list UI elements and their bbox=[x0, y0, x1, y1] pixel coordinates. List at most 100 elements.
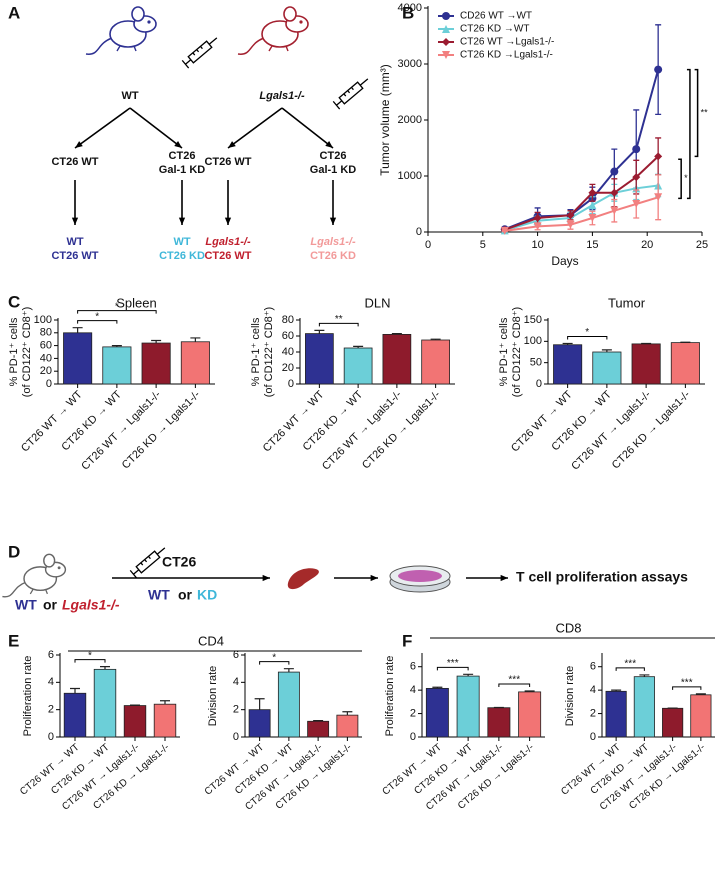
x-tick-label: CT26 KD → Lgals1-/- bbox=[120, 388, 203, 471]
y-tick-label: 50 bbox=[530, 357, 542, 369]
y-tick-label: 20 bbox=[282, 362, 294, 374]
error-bar bbox=[73, 328, 83, 333]
error-bar bbox=[313, 721, 323, 722]
y-tick-label: 4 bbox=[410, 684, 416, 696]
significance-label: *** bbox=[508, 675, 520, 686]
arrow-head bbox=[179, 218, 185, 225]
bar bbox=[632, 344, 660, 384]
y-tick-label: 0 bbox=[590, 731, 596, 743]
significance-label: * bbox=[115, 301, 119, 312]
y-tick-label: 40 bbox=[40, 352, 52, 364]
mouse-eye bbox=[58, 566, 61, 569]
y-tick-label: 2000 bbox=[398, 114, 422, 126]
y-tick-label: 4 bbox=[233, 676, 239, 688]
y-tick-label: 80 bbox=[40, 327, 52, 339]
x-axis-label: Days bbox=[551, 254, 578, 268]
mouse-icon bbox=[238, 7, 308, 54]
y-tick-label: 0 bbox=[416, 226, 422, 238]
x-tick-label: 10 bbox=[531, 239, 543, 251]
x-tick-label: CT26 KD → Lgals1-/- bbox=[610, 388, 693, 471]
arrow bbox=[228, 108, 282, 148]
chart-title: Spleen bbox=[116, 295, 156, 310]
arrow-head bbox=[330, 218, 336, 225]
bar bbox=[181, 342, 209, 384]
tumor-option: KD bbox=[197, 587, 217, 603]
legend-label: CT26 KD →WT bbox=[460, 24, 529, 35]
bar bbox=[426, 688, 448, 737]
mouse-ear bbox=[132, 7, 144, 21]
panel-label: F bbox=[402, 631, 412, 650]
y-tick-label: 3000 bbox=[398, 58, 422, 70]
y-axis-label: (of CD122⁺ CD8⁺) bbox=[21, 307, 33, 397]
arrow-head bbox=[72, 218, 78, 225]
y-axis-label: (of CD122⁺ CD8⁺) bbox=[263, 307, 275, 397]
y-tick-label: 4 bbox=[48, 676, 54, 688]
bar bbox=[344, 348, 372, 384]
bar bbox=[64, 693, 86, 737]
significance-label: *** bbox=[681, 678, 693, 689]
significance-bracket bbox=[695, 70, 698, 157]
arrow bbox=[75, 108, 130, 148]
bar bbox=[593, 352, 621, 384]
bar bbox=[305, 334, 333, 384]
mouse-tail bbox=[2, 582, 25, 597]
bar bbox=[383, 334, 411, 384]
significance-label: * bbox=[272, 652, 276, 663]
y-tick-label: 2 bbox=[48, 704, 54, 716]
syringe-icon bbox=[333, 75, 371, 109]
cell-label: CT26 bbox=[169, 150, 196, 162]
y-axis-label: % PD-1⁺ cells bbox=[8, 317, 20, 386]
error-bar bbox=[190, 338, 200, 342]
error-bar bbox=[70, 688, 80, 693]
bar bbox=[249, 710, 270, 737]
bar bbox=[606, 691, 626, 737]
bar bbox=[63, 333, 91, 384]
group-title: CD4 bbox=[198, 633, 224, 648]
y-tick-label: 0 bbox=[536, 378, 542, 390]
y-tick-label: 2 bbox=[410, 707, 416, 719]
panel-label: A bbox=[8, 3, 20, 22]
dish-cells bbox=[398, 570, 442, 582]
y-tick-label: 60 bbox=[40, 340, 52, 352]
tumor-option: or bbox=[178, 587, 193, 603]
y-tick-label: 20 bbox=[40, 365, 52, 377]
host-label: Lgals1-/- bbox=[259, 90, 305, 102]
legend-label: CT26 WT →Lgals1-/- bbox=[460, 37, 554, 48]
bar bbox=[488, 708, 510, 737]
arrow-head bbox=[263, 575, 270, 581]
significance-label: * bbox=[95, 311, 99, 322]
chart-title: Tumor bbox=[608, 295, 646, 310]
syringe-icon bbox=[182, 34, 220, 68]
significance-label: *** bbox=[447, 658, 459, 669]
panel-label: C bbox=[8, 292, 20, 311]
bar bbox=[308, 721, 329, 737]
chart-title: DLN bbox=[364, 295, 390, 310]
cell-label: CT26 WT bbox=[51, 156, 98, 168]
point bbox=[654, 66, 662, 74]
cell-label: CT26 WT bbox=[204, 156, 251, 168]
y-tick-label: 100 bbox=[524, 335, 542, 347]
y-axis-label: % PD-1⁺ cells bbox=[250, 317, 262, 386]
host-option: Lgals1-/- bbox=[62, 597, 120, 613]
panel-label: D bbox=[8, 542, 20, 561]
significance-label: * bbox=[585, 327, 589, 338]
point bbox=[632, 145, 640, 153]
error-bar bbox=[342, 712, 352, 715]
tumor-option: WT bbox=[148, 587, 170, 603]
y-tick-label: 150 bbox=[524, 314, 542, 326]
y-tick-label: 4 bbox=[590, 684, 596, 696]
y-axis-label: Proliferation rate bbox=[22, 656, 34, 737]
significance-label: * bbox=[684, 173, 688, 183]
significance-bracket bbox=[678, 159, 681, 198]
outcome-label: CT26 KD bbox=[310, 250, 356, 262]
bar bbox=[553, 345, 581, 384]
error-bar bbox=[160, 701, 170, 704]
bar bbox=[154, 704, 176, 737]
mouse-icon bbox=[86, 7, 156, 54]
x-tick-label: 20 bbox=[641, 239, 653, 251]
y-tick-label: 2 bbox=[233, 704, 239, 716]
legend-marker bbox=[442, 12, 450, 20]
point bbox=[588, 201, 596, 209]
arrow-head bbox=[371, 575, 378, 581]
y-tick-label: 60 bbox=[282, 330, 294, 342]
